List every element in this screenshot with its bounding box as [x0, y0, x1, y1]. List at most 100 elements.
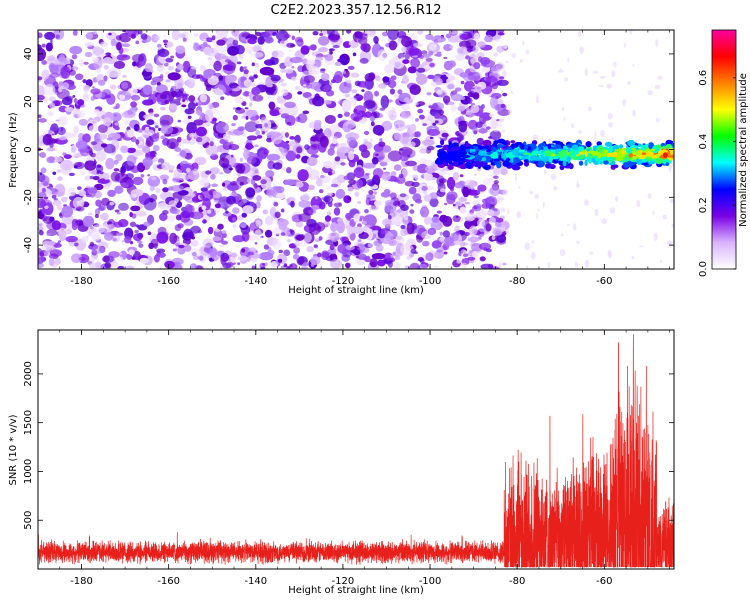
spectrogram-cell [458, 120, 468, 133]
spectrogram-cell [48, 96, 56, 102]
spectrogram-cell [329, 244, 335, 251]
spectrogram-cell [371, 157, 379, 165]
spectrogram-cell [114, 122, 120, 126]
spectrogram-cell [202, 38, 207, 42]
spectrogram-cell [140, 174, 145, 178]
spectrogram-cell [188, 95, 196, 103]
spectrogram-cell [82, 133, 91, 143]
spectrogram-cell [165, 79, 171, 83]
spectrogram-cell [328, 117, 335, 122]
spectrogram-cell [75, 140, 88, 150]
spectrogram-cell [56, 259, 61, 264]
spectrogram-cell [178, 244, 185, 249]
spectrogram-cell [312, 31, 319, 36]
spectrogram-cell [298, 256, 305, 265]
spectrogram-cell [593, 70, 599, 74]
spectrogram-cell [65, 235, 78, 243]
spectrogram-cell [190, 211, 204, 220]
spectrogram-cell [662, 214, 667, 220]
spectrogram-cell [323, 83, 330, 92]
spectrogram-cell [40, 167, 47, 174]
spectrogram-cell [103, 64, 109, 70]
spectrogram-cell [424, 65, 431, 69]
spectrogram-cell [148, 242, 155, 249]
spectrogram-cell [378, 83, 387, 89]
spectrogram-cell [159, 212, 168, 222]
spectrogram-cell [154, 125, 159, 129]
snr-y-tick-label: 500 [23, 511, 34, 530]
spectrogram-cell [469, 259, 475, 264]
spectrogram-cell [416, 163, 429, 174]
snr-y-tick-label: 2000 [23, 361, 34, 386]
spectrogram-cell [472, 160, 482, 168]
spectrogram-cell [38, 32, 43, 39]
spectrogram-cell [237, 262, 241, 266]
spectrogram-cell [429, 108, 444, 117]
spectrogram-cell [190, 225, 201, 234]
spectrogram-cell [232, 114, 238, 121]
spectrogram-cell [143, 197, 157, 211]
spectrogram-cell [88, 212, 93, 216]
spectrogram-cell [221, 232, 227, 238]
spectrogram-cell [120, 166, 127, 174]
spectrogram-cell [566, 156, 571, 162]
spectrogram-x-axis-label: Height of straight line (km) [288, 285, 424, 296]
spectrogram-cell [428, 105, 433, 109]
spectrogram-cell [493, 180, 499, 185]
spectrogram-cell [427, 128, 440, 137]
spectrogram-cell [419, 206, 430, 218]
spectrogram-cell [277, 218, 289, 227]
spectrogram-cell [402, 52, 406, 55]
spectrogram-cell [448, 101, 455, 106]
spectrogram-cell [159, 174, 169, 181]
spectrogram-cell [162, 39, 169, 43]
spectrogram-cell [636, 158, 640, 164]
spectrogram-cell [485, 248, 492, 253]
spectrogram-cell [255, 31, 262, 37]
spectrogram-cell [135, 210, 147, 217]
spectrogram-cell [223, 187, 226, 191]
spectrogram-cell [254, 144, 259, 147]
spectrogram-cell [347, 123, 354, 130]
spectrogram-cell [205, 109, 214, 123]
spectrogram-cell [660, 259, 663, 264]
spectrogram-cell [566, 143, 573, 149]
spectrogram-cell [330, 259, 343, 269]
spectrogram-cell [169, 232, 178, 244]
spectrogram-cell [73, 98, 78, 103]
spectrogram-cell [203, 46, 212, 56]
spectrogram-cell [106, 95, 111, 99]
spectrogram-cell [662, 152, 668, 158]
spectrogram-cell [164, 260, 175, 269]
spectrogram-cell [85, 185, 91, 189]
spectrogram-cell [162, 210, 169, 215]
spectrogram-cell [133, 123, 140, 132]
spectrogram-cell [460, 153, 466, 157]
spectrogram-cell [397, 89, 403, 95]
spectrogram-cell [503, 154, 507, 161]
spectrogram-cell [470, 240, 477, 249]
spectrogram-cell [360, 43, 368, 51]
spectrogram-cell [85, 32, 94, 40]
spectrogram-cell [350, 112, 364, 122]
spectrogram-cell [347, 65, 355, 70]
spectrogram-cell [495, 38, 500, 43]
snr-y-ticks: 500 1000 1500 2000 [23, 361, 674, 530]
spectrogram-cell [344, 169, 349, 174]
spectrogram-cell [221, 230, 227, 234]
spectrogram-cell [116, 256, 123, 262]
spectrogram-cell [269, 109, 280, 117]
spectrogram-cell [114, 209, 120, 213]
spectrogram-cell [253, 69, 259, 75]
spectrogram-cell [550, 148, 557, 153]
spectrogram-cell [373, 111, 380, 119]
spectrogram-cell [476, 86, 481, 90]
spectrogram-cell [464, 231, 470, 237]
spectrogram-cell [301, 266, 309, 269]
spectrogram-cell [252, 94, 264, 102]
spectrogram-cell [203, 41, 208, 47]
spectrogram-cell [114, 172, 129, 183]
spectrogram-cell [431, 177, 436, 181]
spectrogram-cell [671, 143, 674, 147]
spectrogram-cell [318, 189, 324, 194]
